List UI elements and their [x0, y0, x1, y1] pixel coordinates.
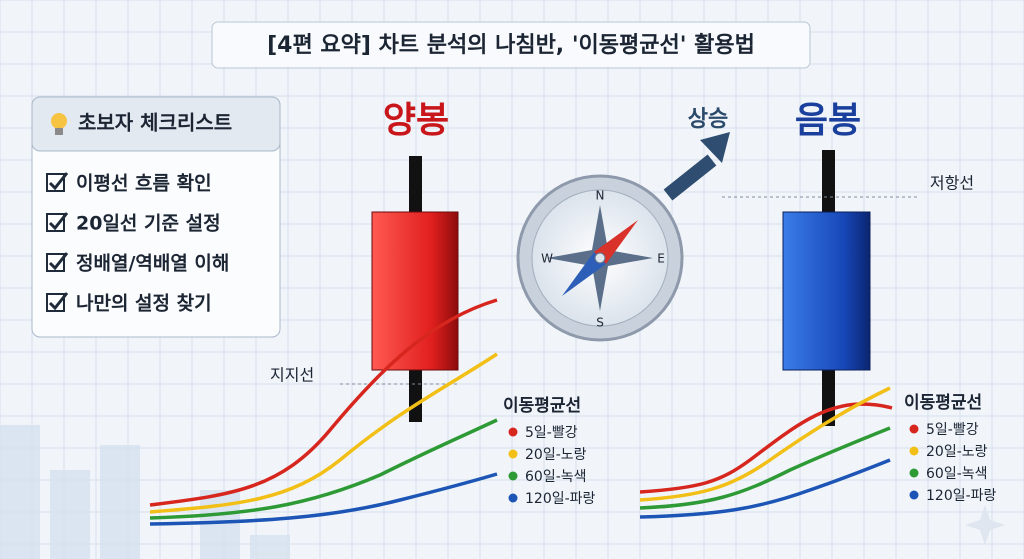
needle-blue: [562, 252, 606, 296]
legend-title: 이동평균선: [904, 393, 982, 413]
legend-swatch: [909, 446, 919, 456]
right-moving-averages: [639, 386, 893, 519]
bearish-label: 음봉: [795, 100, 861, 141]
ma-20: [149, 352, 498, 514]
checkbox: [46, 173, 65, 192]
legend-swatch: [508, 449, 518, 459]
legend-item: 20일-노랑: [525, 447, 587, 463]
checklist-item: 나만의 설정 찾기: [76, 293, 212, 315]
legend-swatch: [508, 471, 518, 481]
ma-60: [149, 418, 498, 520]
ma-20: [639, 386, 891, 502]
legend-item: 120일-파랑: [525, 491, 596, 507]
legend-item: 20일-노랑: [926, 444, 988, 460]
sparkle: [965, 505, 1005, 545]
legend-swatch: [909, 490, 919, 500]
compass-pin: [594, 252, 606, 264]
bullish-label: 양봉: [383, 100, 449, 141]
legend-item: 5일-빨강: [525, 425, 578, 441]
legend-item: 120일-파랑: [926, 488, 997, 504]
checkmark: [48, 172, 69, 191]
checklist-title: 초보자 체크리스트: [78, 111, 232, 135]
legend: 이동평균선 5일-빨강 20일-노랑 60일-녹색 120일-파랑: [503, 396, 596, 507]
legend-item: 5일-빨강: [926, 422, 979, 438]
bg-bar: [50, 470, 90, 559]
legend-swatch: [909, 468, 919, 478]
resistance-label: 저항선: [930, 174, 974, 193]
up-label: 상승: [688, 107, 728, 132]
checkbox: [46, 213, 65, 232]
background-bars: [0, 425, 290, 559]
compass-n: N: [596, 189, 605, 203]
checkmark: [48, 292, 69, 311]
needle-red: [594, 220, 638, 264]
checklist-item: 20일선 기준 설정: [76, 213, 221, 235]
ma-120: [639, 458, 891, 519]
title: [4편 요약] 차트 분석의 나침반, '이동평균선' 활용법: [267, 33, 755, 58]
checkbox: [46, 293, 65, 312]
ma-120: [149, 472, 498, 526]
legend-item: 60일-녹색: [525, 469, 587, 485]
bulb-icon: [51, 113, 67, 129]
ma-5: [639, 402, 893, 494]
ma-60: [639, 426, 891, 510]
legend-swatch: [508, 493, 518, 503]
checkmark: [48, 252, 69, 271]
legend-swatch: [508, 427, 518, 437]
up-arrow-shaft: [663, 154, 717, 201]
legend: 이동평균선 5일-빨강 20일-노랑 60일-녹색 120일-파랑: [904, 393, 997, 504]
compass-e: E: [657, 252, 665, 266]
bg-bar: [0, 425, 40, 559]
checklist-item: 정배열/역배열 이해: [76, 253, 229, 275]
support-label: 지지선: [270, 366, 314, 385]
legend-title: 이동평균선: [503, 396, 581, 416]
compass-w: W: [541, 252, 553, 266]
bg-bar: [200, 490, 240, 559]
up-arrow-head: [700, 132, 730, 163]
legend-item: 60일-녹색: [926, 466, 988, 482]
checklist-header: [31, 96, 281, 152]
title-box: [211, 21, 811, 69]
legend-swatch: [909, 424, 919, 434]
bulb-base: [55, 128, 63, 135]
bearish-candle: [782, 211, 871, 371]
checklist-item: 이평선 흐름 확인: [76, 172, 212, 195]
checkmark: [48, 212, 69, 231]
bg-bar: [100, 445, 140, 559]
compass-s: S: [596, 316, 604, 330]
ma-5: [149, 298, 498, 507]
checkbox: [46, 253, 65, 272]
bg-bar: [250, 535, 290, 559]
bullish-candle: [371, 211, 459, 371]
left-moving-averages: [149, 298, 498, 526]
